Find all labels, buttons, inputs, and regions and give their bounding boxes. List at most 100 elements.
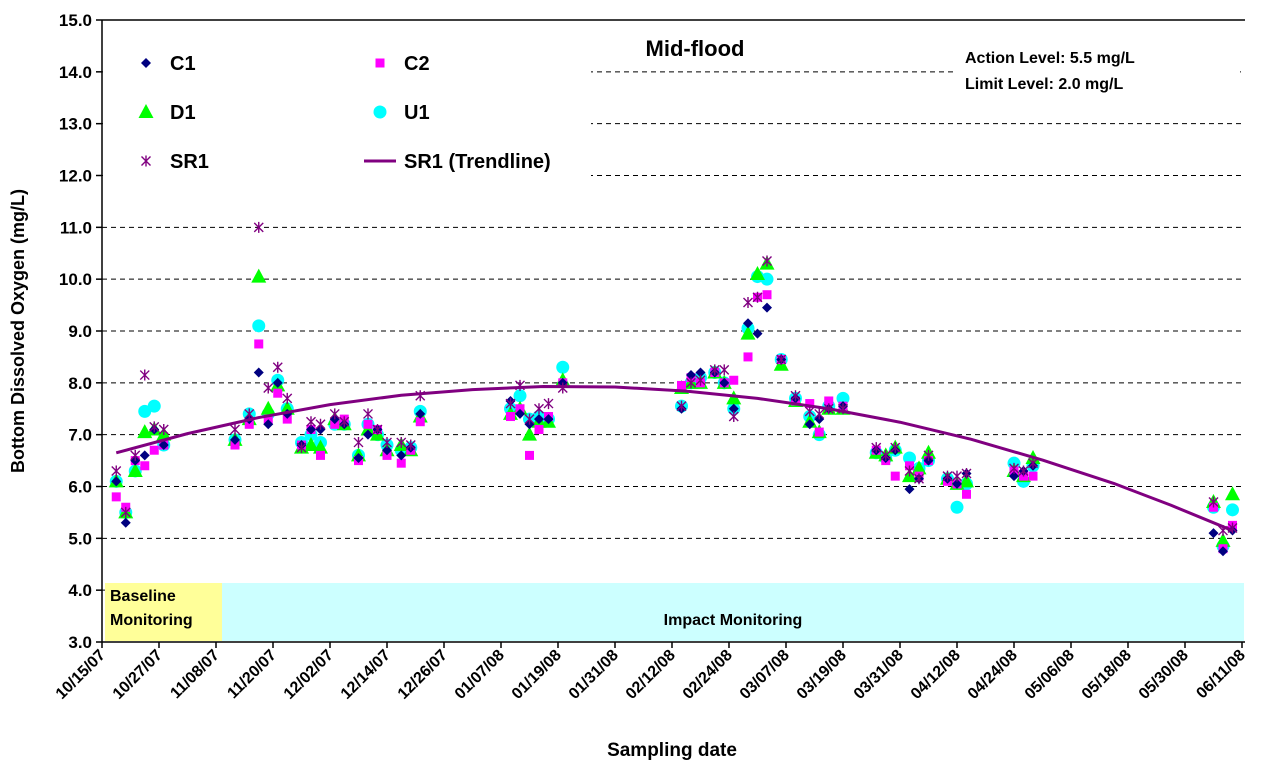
- marker-diamond: [762, 302, 772, 313]
- marker-asterisk: [263, 382, 274, 394]
- marker-diamond: [111, 476, 122, 487]
- marker-square: [743, 352, 753, 362]
- x-tick-label: 04/12/08: [908, 647, 964, 703]
- marker-diamond: [363, 429, 373, 440]
- marker-asterisk: [1028, 457, 1038, 469]
- legend: C1 C2 D1 U1 SR1 SR1 (Trendline): [138, 53, 551, 173]
- marker-asterisk: [282, 392, 293, 404]
- marker-asterisk: [415, 390, 426, 402]
- marker-asterisk: [139, 369, 150, 381]
- marker-asterisk: [149, 421, 160, 433]
- marker-asterisk: [1227, 522, 1238, 534]
- x-tick-label: 12/02/07: [281, 647, 337, 703]
- marker-square: [890, 471, 900, 481]
- marker-asterisk: [505, 398, 516, 410]
- marker-diamond: [904, 484, 915, 495]
- marker-diamond: [804, 419, 815, 430]
- marker-circle: [147, 399, 161, 413]
- marker-triangle: [959, 473, 974, 488]
- marker-square: [375, 58, 385, 68]
- marker-circle: [556, 360, 570, 374]
- marker-diamond: [728, 403, 739, 414]
- marker-square: [316, 450, 325, 460]
- marker-asterisk: [306, 416, 316, 428]
- y-tick-label: 10.0: [59, 270, 92, 289]
- x-tick-label: 01/31/08: [566, 647, 622, 703]
- marker-triangle: [1225, 486, 1240, 501]
- x-tick-label: 12/14/07: [338, 647, 394, 703]
- marker-asterisk: [695, 374, 706, 386]
- marker-asterisk: [709, 364, 720, 376]
- x-tick-label: 12/26/07: [395, 647, 451, 703]
- x-tick-label: 03/07/08: [737, 647, 793, 703]
- marker-asterisk: [120, 506, 131, 518]
- marker-diamond: [1218, 546, 1228, 557]
- marker-diamond: [686, 370, 696, 381]
- note: Action Level: 5.5 mg/L: [965, 50, 1135, 67]
- marker-asterisk: [329, 408, 340, 420]
- marker-asterisk: [524, 413, 535, 425]
- x-tick-label: 06/11/08: [1193, 647, 1249, 703]
- legend-label: U1: [404, 102, 430, 124]
- marker-asterisk: [762, 255, 772, 267]
- marker-asterisk: [1018, 465, 1029, 477]
- marker-square: [382, 450, 392, 460]
- marker-asterisk: [961, 468, 972, 480]
- marker-diamond: [396, 450, 407, 461]
- y-tick-label: 12.0: [59, 167, 92, 186]
- marker-asterisk: [942, 470, 953, 482]
- x-tick-label: 03/31/08: [851, 647, 907, 703]
- marker-asterisk: [804, 405, 815, 417]
- marker-asterisk: [1208, 496, 1219, 508]
- marker-square: [1028, 471, 1038, 481]
- x-tick-label: 11/08/07: [167, 647, 223, 703]
- marker-diamond: [263, 419, 274, 430]
- marker-asterisk: [244, 408, 255, 420]
- marker-triangle: [303, 437, 319, 452]
- marker-square: [282, 414, 292, 424]
- marker-circle: [760, 272, 774, 286]
- y-tick-label: 3.0: [68, 633, 92, 652]
- marker-asterisk: [814, 408, 825, 420]
- marker-diamond: [306, 424, 316, 435]
- x-tick-label: 10/27/07: [110, 647, 166, 703]
- marker-diamond: [253, 367, 264, 378]
- marker-circle: [252, 319, 266, 333]
- marker-circle: [950, 500, 964, 514]
- marker-asterisk: [1009, 462, 1019, 474]
- marker-asterisk: [272, 361, 283, 373]
- marker-asterisk: [363, 408, 373, 420]
- marker-asterisk: [719, 364, 730, 376]
- x-tick-label: 03/19/08: [794, 647, 850, 703]
- x-tick-label: 05/06/08: [1022, 647, 1078, 703]
- y-axis-title: Bottom Dissolved Oxygen (mg/L): [8, 189, 28, 473]
- marker-triangle: [750, 265, 765, 280]
- marker-asterisk: [141, 155, 151, 167]
- y-tick-label: 8.0: [68, 374, 92, 393]
- marker-diamond: [382, 445, 392, 456]
- marker-diamond: [752, 328, 763, 339]
- marker-circle: [1226, 503, 1239, 517]
- marker-square: [263, 414, 273, 424]
- marker-diamond: [120, 517, 131, 528]
- marker-diamond: [952, 478, 962, 489]
- marker-square: [230, 440, 240, 450]
- x-tick-label: 01/19/08: [509, 647, 565, 703]
- marker-asterisk: [543, 398, 554, 410]
- marker-asterisk: [790, 390, 801, 402]
- marker-asterisk: [372, 423, 383, 435]
- marker-diamond: [719, 377, 730, 388]
- marker-diamond: [534, 414, 544, 425]
- marker-asterisk: [158, 423, 169, 435]
- marker-square: [415, 417, 425, 427]
- marker-square: [762, 290, 772, 300]
- marker-square: [814, 427, 824, 437]
- marker-diamond: [158, 440, 169, 451]
- y-tick-label: 13.0: [59, 115, 92, 134]
- marker-square: [140, 461, 150, 471]
- marker-triangle: [1215, 532, 1231, 547]
- y-tick-label: 9.0: [68, 322, 92, 341]
- y-tick-label: 14.0: [59, 63, 92, 82]
- marker-triangle: [127, 462, 143, 477]
- marker-circle: [138, 404, 152, 418]
